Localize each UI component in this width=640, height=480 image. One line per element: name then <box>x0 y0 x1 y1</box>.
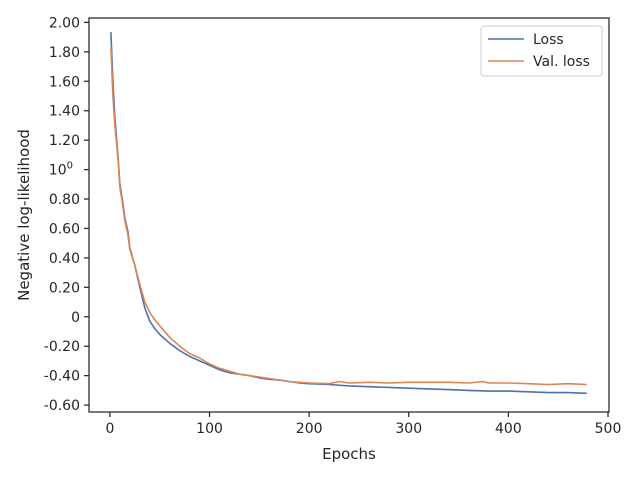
y-tick-label: -0.60 <box>44 398 80 414</box>
y-tick-label: 0.20 <box>49 280 80 296</box>
series-line-loss <box>110 31 587 395</box>
y-tick-label: -0.40 <box>44 369 80 385</box>
y-tick-label: -0.20 <box>44 339 80 355</box>
y-axis: 2.00 1.80 1.60 1.40 1.20 100 0.80 0.60 0.40 0.20 0… <box>44 15 89 414</box>
y-tick-label: 2.00 <box>49 15 80 31</box>
series-line-val-loss <box>110 46 587 386</box>
x-tick-label: 0 <box>105 421 114 437</box>
y-tick-label: 100 <box>49 161 73 179</box>
legend: Loss Val. loss <box>480 25 603 77</box>
plot-frame <box>88 17 610 413</box>
y-tick-label: 0.80 <box>49 192 80 208</box>
y-tick-label: 0.60 <box>49 221 80 237</box>
x-axis: 0 100 200 300 400 500 <box>105 412 621 437</box>
y-tick-label: 1.80 <box>49 45 80 61</box>
y-tick-label: 1.40 <box>49 104 80 120</box>
x-tick-label: 500 <box>595 421 622 437</box>
legend-label-val-loss: Val. loss <box>533 54 590 70</box>
legend-label-loss: Loss <box>533 32 564 48</box>
x-tick-label: 200 <box>296 421 323 437</box>
y-tick-label: 0 <box>71 310 80 326</box>
x-axis-label: Epochs <box>322 445 376 463</box>
x-tick-label: 400 <box>495 421 522 437</box>
y-tick-label: 1.20 <box>49 133 80 149</box>
series-group <box>110 31 587 395</box>
y-tick-label: 1.60 <box>49 74 80 90</box>
x-tick-label: 100 <box>196 421 223 437</box>
x-tick-label: 300 <box>395 421 422 437</box>
y-tick-label: 0.40 <box>49 251 80 267</box>
y-axis-label: Negative log-likelihood <box>15 129 33 301</box>
